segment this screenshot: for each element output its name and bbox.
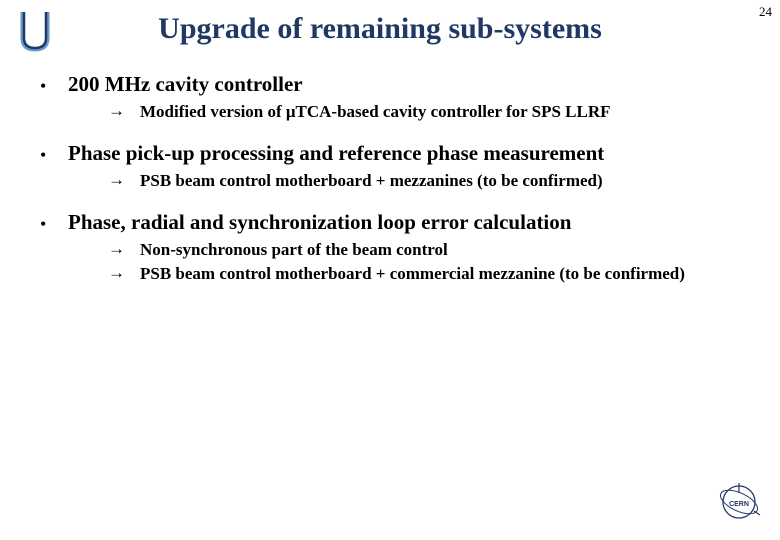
sub-text: PSB beam control motherboard + commercia…: [140, 263, 705, 285]
sub-item: → PSB beam control motherboard + mezzani…: [108, 170, 740, 192]
bullet-heading: 200 MHz cavity controller: [68, 72, 303, 97]
bullet-item: • 200 MHz cavity controller: [40, 72, 740, 97]
content-area: • 200 MHz cavity controller → Modified v…: [0, 52, 780, 285]
bullet-marker: •: [40, 210, 68, 235]
bullet-item: • Phase, radial and synchronization loop…: [40, 210, 740, 235]
cern-logo-icon: CERN: [716, 479, 762, 530]
sub-item: → Modified version of μTCA-based cavity …: [108, 101, 740, 123]
bullet-heading: Phase, radial and synchronization loop e…: [68, 210, 571, 235]
arrow-icon: →: [108, 239, 140, 261]
logo-u-icon: [18, 10, 52, 59]
page-number: 24: [759, 4, 772, 20]
bullet-item: • Phase pick-up processing and reference…: [40, 141, 740, 166]
bullet-marker: •: [40, 141, 68, 166]
sub-text: Non-synchronous part of the beam control: [140, 239, 468, 261]
sub-item: → PSB beam control motherboard + commerc…: [108, 263, 740, 285]
arrow-icon: →: [108, 101, 140, 123]
arrow-icon: →: [108, 170, 140, 192]
bullet-marker: •: [40, 72, 68, 97]
arrow-icon: →: [108, 263, 140, 285]
sub-item: → Non-synchronous part of the beam contr…: [108, 239, 740, 261]
sub-text: PSB beam control motherboard + mezzanine…: [140, 170, 623, 192]
svg-text:CERN: CERN: [729, 501, 749, 508]
sub-text: Modified version of μTCA-based cavity co…: [140, 101, 631, 123]
slide-title: Upgrade of remaining sub-systems: [0, 0, 700, 52]
bullet-heading: Phase pick-up processing and reference p…: [68, 141, 604, 166]
